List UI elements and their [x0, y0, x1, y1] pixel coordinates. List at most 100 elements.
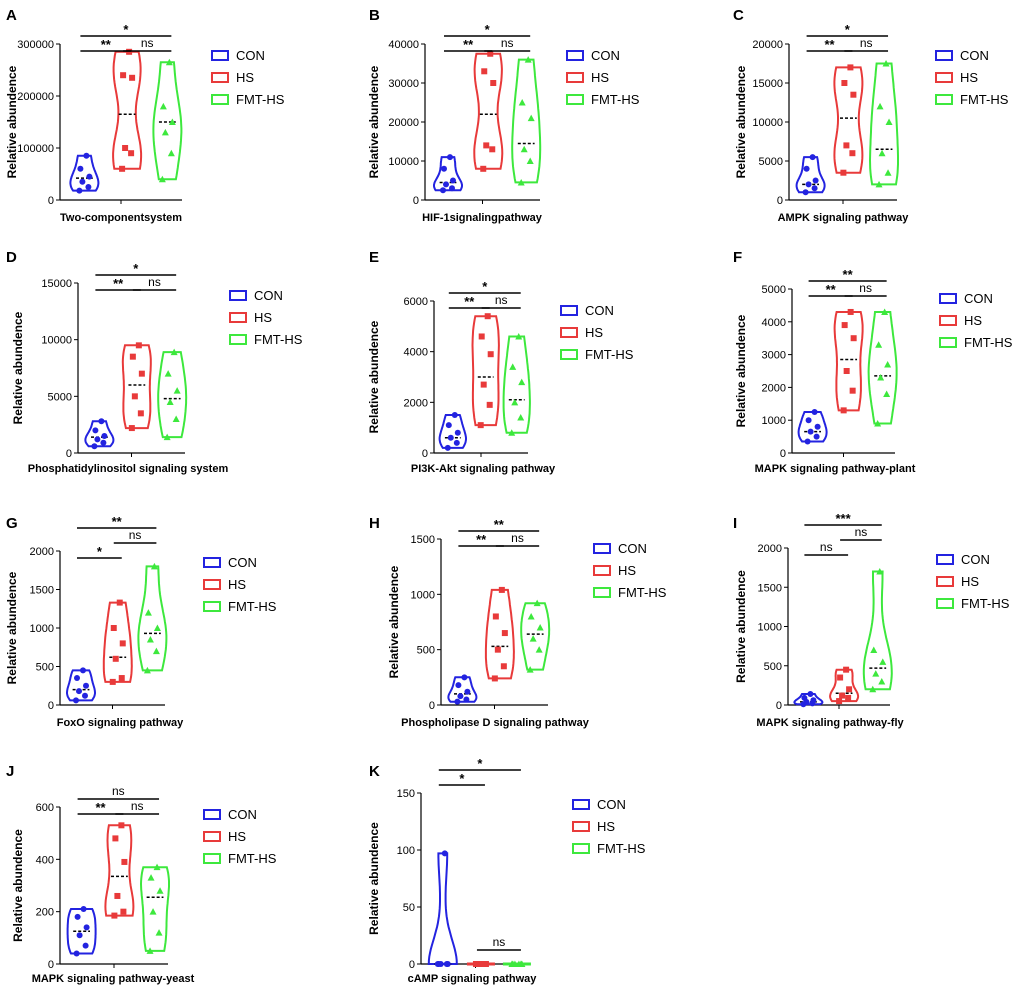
data-point: [122, 145, 129, 151]
data-point: [487, 351, 494, 358]
data-point: [77, 165, 84, 172]
data-point: [876, 102, 884, 110]
y-tick-label: 0: [48, 959, 54, 971]
violin-con: [795, 154, 826, 196]
significance-label: ns: [493, 935, 506, 949]
violin-shape: [833, 311, 864, 412]
legend-swatch: [229, 290, 247, 301]
significance-label: **: [101, 37, 112, 52]
data-point: [451, 412, 458, 418]
data-point: [118, 675, 125, 682]
significance-label: ns: [859, 281, 872, 295]
legend-label: CON: [236, 48, 265, 63]
violin-shape: [112, 50, 143, 170]
legend-label: FMT-HS: [618, 585, 667, 600]
significance-label: **: [95, 800, 106, 815]
y-tick-label: 20000: [388, 117, 419, 129]
panel-j: J 0 200 400 600 Relative abundence MAPK signal…: [6, 763, 277, 985]
data-point: [80, 667, 86, 674]
legend-swatch: [560, 305, 578, 316]
violin-hs: [104, 822, 135, 919]
violin-hs: [829, 666, 860, 705]
data-point: [846, 686, 853, 693]
y-tick-label: 15000: [752, 78, 783, 90]
violin-fmt-hs: [520, 599, 551, 673]
violin-shape: [797, 411, 828, 443]
panel-b: B 0 10000 20000 30000 40000 Relative abundence…: [367, 7, 640, 224]
violin-shape: [84, 420, 115, 448]
data-point: [149, 908, 157, 915]
data-point: [807, 428, 814, 435]
data-point: [881, 308, 889, 315]
data-point: [536, 624, 544, 631]
violin-fmt-hs: [511, 56, 542, 186]
x-axis-label: cAMP signaling pathway: [408, 973, 538, 985]
data-point: [82, 692, 88, 699]
data-point: [100, 439, 107, 446]
panel-label: K: [369, 763, 380, 780]
y-tick-label: 200: [36, 907, 54, 919]
data-point: [869, 685, 877, 693]
data-point: [845, 694, 852, 701]
legend: CON HS FMT-HS: [560, 303, 634, 362]
data-point: [843, 666, 850, 673]
data-point: [870, 646, 878, 654]
y-tick-label: 200000: [17, 91, 54, 103]
x-axis-label: MAPK signaling pathway-yeast: [32, 973, 195, 985]
data-point: [440, 187, 446, 194]
legend-swatch: [560, 349, 578, 360]
legend-label: CON: [591, 48, 620, 63]
y-axis-label: Relative abundence: [5, 65, 19, 178]
violin-con: [438, 412, 467, 451]
violin-shape: [447, 676, 478, 703]
data-point: [529, 635, 537, 642]
panel-f: F 0 1000 2000 3000 4000 5000 Relative abundence…: [733, 249, 1013, 475]
y-axis-label: Relative abundence: [367, 65, 381, 178]
data-point: [836, 698, 843, 705]
y-tick-label: 1000: [30, 623, 54, 635]
data-point: [168, 118, 176, 125]
y-tick-label: 400: [36, 854, 54, 866]
legend-swatch: [935, 94, 953, 105]
data-point: [811, 409, 818, 415]
data-point: [74, 675, 80, 682]
significance-label: ns: [855, 525, 868, 539]
legend-swatch: [572, 821, 590, 832]
y-tick-label: 100: [397, 845, 415, 857]
y-tick-label: 30000: [388, 78, 419, 90]
data-point: [479, 961, 486, 967]
y-tick-label: 2000: [758, 543, 782, 555]
data-point: [517, 414, 525, 421]
data-point: [473, 961, 480, 967]
panel-label: A: [6, 7, 17, 24]
violin-shape: [793, 693, 824, 706]
data-point: [515, 960, 523, 967]
data-point: [849, 387, 856, 394]
data-point: [119, 165, 126, 172]
significance-label: ns: [820, 540, 833, 554]
violin-shape: [66, 669, 96, 702]
y-tick-label: 300000: [17, 39, 54, 51]
data-point: [128, 150, 135, 157]
data-point: [498, 586, 505, 593]
data-point: [841, 80, 848, 86]
data-point: [463, 696, 470, 703]
data-point: [150, 562, 158, 570]
panel-label: J: [6, 763, 14, 780]
data-point: [120, 908, 127, 915]
data-point: [163, 433, 171, 441]
data-point: [83, 682, 89, 689]
significance-label: *: [845, 22, 851, 37]
legend-label: CON: [960, 48, 989, 63]
violin-fmt-hs: [868, 60, 899, 188]
y-tick-label: 150: [397, 788, 415, 800]
data-point: [481, 68, 488, 75]
violin-shape: [157, 351, 188, 439]
legend-swatch: [566, 72, 584, 83]
legend-label: FMT-HS: [236, 92, 285, 107]
violin-shape: [829, 668, 860, 703]
data-point: [526, 157, 534, 164]
significance-label: *: [477, 756, 483, 771]
legend-swatch: [935, 50, 953, 61]
data-point: [126, 48, 133, 55]
